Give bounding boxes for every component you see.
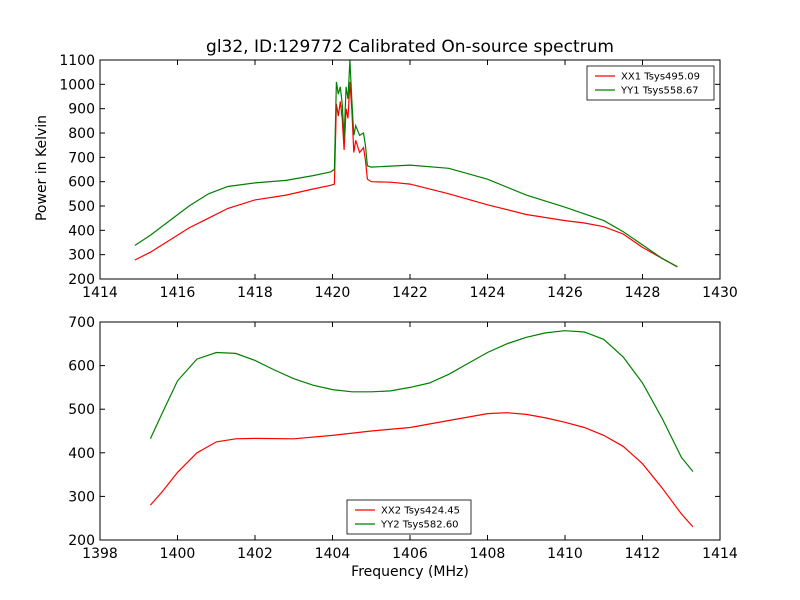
legend-label: XX1 Tsys495.09 (621, 72, 700, 83)
legend-label: YY2 Tsys582.60 (380, 520, 459, 531)
y-axis-label: Power in Kelvin (34, 115, 50, 221)
legend-box (346, 499, 472, 535)
y-tick-label: 200 (68, 533, 95, 549)
legend-label: YY1 Tsys558.67 (620, 86, 699, 97)
y-tick-label: 300 (68, 248, 95, 264)
y-tick-label: 600 (68, 175, 95, 191)
x-axis-label: Frequency (MHz) (351, 564, 469, 580)
legend: XX2 Tsys424.45 YY2 Tsys582.60 (346, 499, 472, 535)
y-tick-label: 700 (68, 315, 95, 331)
x-tick-label: 1404 (315, 546, 351, 562)
x-tick-label: 1402 (237, 546, 273, 562)
top-spectrum-panel: 1414 1416 1418 1420 1422 1424 1426 1428 1430 200 3… (59, 53, 737, 301)
x-tick-label: 1410 (547, 546, 583, 562)
y-tick-label: 700 (68, 150, 95, 166)
series-line-1 (149, 412, 694, 528)
y-tick-label: 600 (68, 359, 95, 375)
y-tick-label: 800 (68, 126, 95, 142)
x-tick-label: 1418 (237, 285, 273, 301)
x-tick-label: 1426 (547, 285, 583, 301)
x-tick-label: 1430 (702, 285, 738, 301)
x-tick-label: 1398 (82, 546, 118, 562)
x-tick-label: 1424 (470, 285, 506, 301)
x-tick-label: 1428 (625, 285, 661, 301)
y-tick-label: 400 (68, 446, 95, 462)
series-line-1 (134, 81, 678, 268)
x-tick-label: 1414 (82, 285, 118, 301)
legend-box (586, 65, 715, 101)
legend-label: XX2 Tsys424.45 (381, 506, 460, 517)
y-tick-label: 500 (68, 199, 95, 215)
figure-title: gl32, ID:129772 Calibrated On-source spe… (206, 37, 614, 57)
series-line-2 (149, 330, 694, 472)
y-tick-label: 300 (68, 489, 95, 505)
y-tick-label: 1000 (59, 77, 95, 93)
y-tick-label: 900 (68, 102, 95, 118)
x-tick-label: 1420 (315, 285, 351, 301)
x-tick-label: 1412 (625, 546, 661, 562)
x-tick-label: 1416 (160, 285, 196, 301)
x-tick-label: 1406 (392, 546, 428, 562)
x-tick-label: 1422 (392, 285, 428, 301)
y-tick-label: 1100 (59, 53, 95, 69)
x-tick-label: 1408 (470, 546, 506, 562)
bottom-spectrum-panel: 1398 1400 1402 1404 1406 1408 1410 1412 1414 200 3… (68, 315, 738, 562)
x-tick-label: 1414 (702, 546, 738, 562)
y-tick-label: 200 (68, 272, 95, 288)
x-tick-label: 1400 (160, 546, 196, 562)
y-tick-label: 500 (68, 402, 95, 418)
y-tick-label: 400 (68, 223, 95, 239)
legend: XX1 Tsys495.09 YY1 Tsys558.67 (586, 65, 715, 101)
